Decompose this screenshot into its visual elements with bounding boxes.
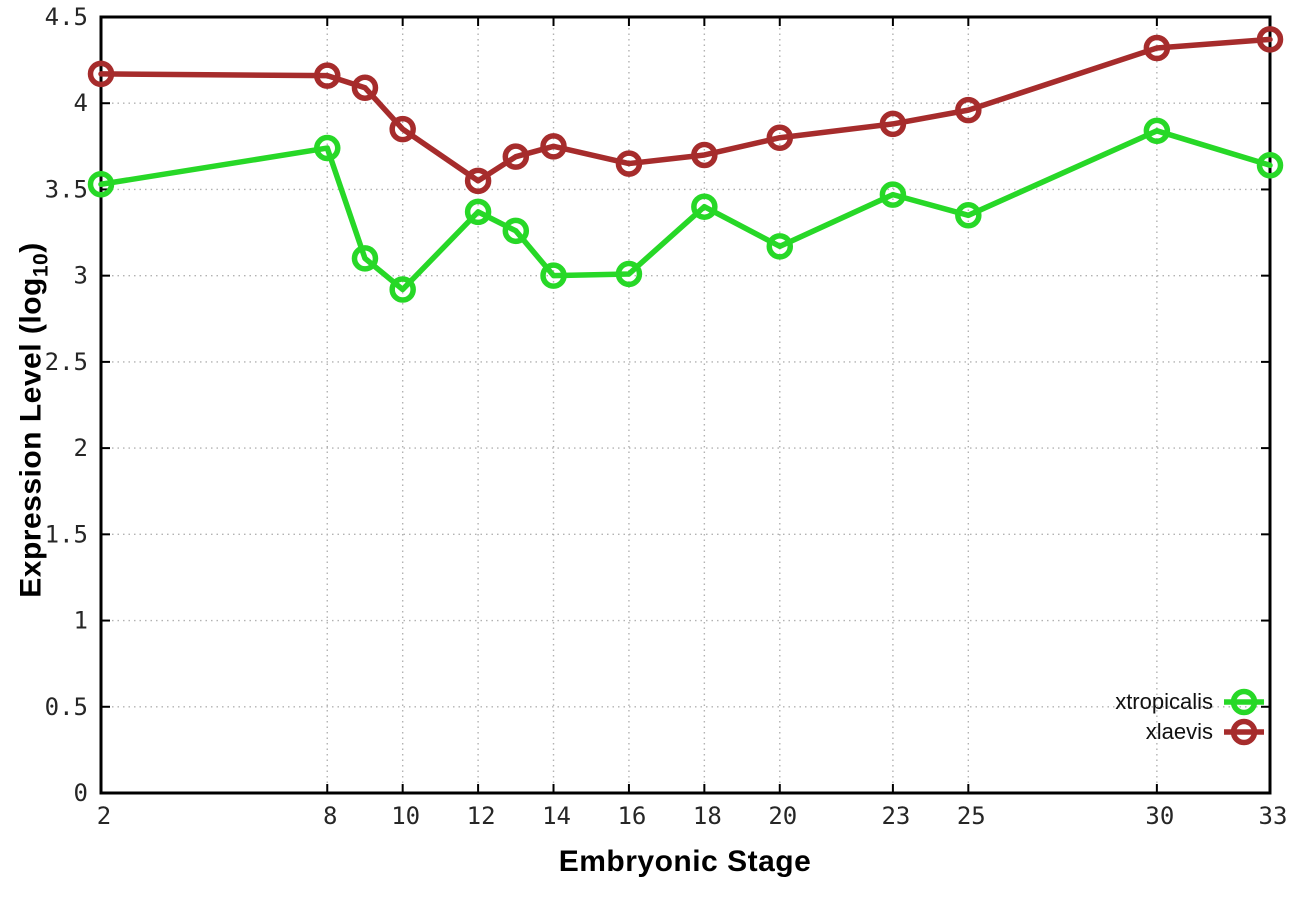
data-point-xtropicalis [955,202,982,229]
x-axis-title: Embryonic Stage [558,845,812,878]
data-point-xtropicalis [1143,117,1171,145]
legend-label-xtropicalis: xtropicalis [1115,689,1213,714]
y-axis-title-close: ) [14,242,48,253]
y-axis-title-subscript: 10 [29,252,53,278]
data-point-xlaevis [464,167,492,195]
legend-label-xlaevis: xlaevis [1145,719,1213,744]
y-tick-label: 0.5 [45,693,88,721]
data-point-xlaevis [879,110,907,138]
y-axis-title-text: Expression Level (log [14,277,48,598]
data-point-xlaevis [1256,26,1284,53]
data-point-xlaevis [1143,34,1171,62]
data-point-xtropicalis [766,233,794,260]
x-tick-label: 20 [768,802,797,830]
plot-border [99,15,1272,795]
x-tick-label: 33 [1259,802,1288,830]
x-tick-label: 18 [693,802,722,830]
data-point-xtropicalis [87,171,115,198]
legend-sample-xlaevis [1224,718,1264,746]
y-tick-label: 2.5 [45,348,88,376]
x-tick-label: 8 [323,802,337,830]
data-point-xtropicalis [540,262,567,289]
y-tick-label: 1.5 [45,520,88,548]
y-tick-label: 4.5 [45,3,88,31]
data-point-xlaevis [766,124,794,151]
x-tick-label: 12 [467,802,496,830]
data-point-xlaevis [955,96,982,124]
x-tick-label: 16 [617,802,646,830]
y-axis-title: Expression Level (log10) [15,242,54,597]
legend-sample-marker [1230,688,1258,716]
x-tick-label: 23 [881,802,910,830]
y-tick-label: 2 [74,434,88,462]
y-tick-label: 0 [74,779,88,807]
legend-sample-marker [1230,718,1258,746]
data-point-xlaevis [691,141,718,169]
legend-row-xtropicalis: xtropicalis [1115,687,1266,717]
legend-row-xlaevis: xlaevis [1115,717,1266,747]
y-tick-label: 4 [74,89,88,117]
data-point-xtropicalis [1256,152,1284,179]
data-point-xtropicalis [879,181,907,208]
legend-sample-xtropicalis [1224,688,1264,716]
data-point-xtropicalis [314,134,341,162]
data-point-xlaevis [502,143,530,170]
data-point-xlaevis [540,133,567,160]
x-tick-label: 2 [97,802,111,830]
data-point-xtropicalis [502,217,530,245]
data-point-xlaevis [615,150,643,177]
data-point-xtropicalis [615,260,643,288]
data-point-xlaevis [389,115,416,143]
x-tick-label: 25 [957,802,986,830]
y-tick-label: 1 [74,607,88,635]
data-point-xlaevis [87,60,115,88]
y-tick-label: 3 [74,262,88,290]
x-tick-label: 30 [1145,802,1174,830]
data-point-xlaevis [351,74,379,101]
x-tick-label: 10 [391,802,420,830]
data-point-xtropicalis [691,193,718,220]
data-point-xlaevis [314,62,341,89]
x-tick-label: 14 [542,802,571,830]
data-point-xtropicalis [351,245,379,272]
y-tick-label: 3.5 [45,175,88,203]
legend: xtropicalis xlaevis [1115,687,1266,747]
data-point-xtropicalis [464,198,492,226]
data-point-xtropicalis [389,276,416,303]
